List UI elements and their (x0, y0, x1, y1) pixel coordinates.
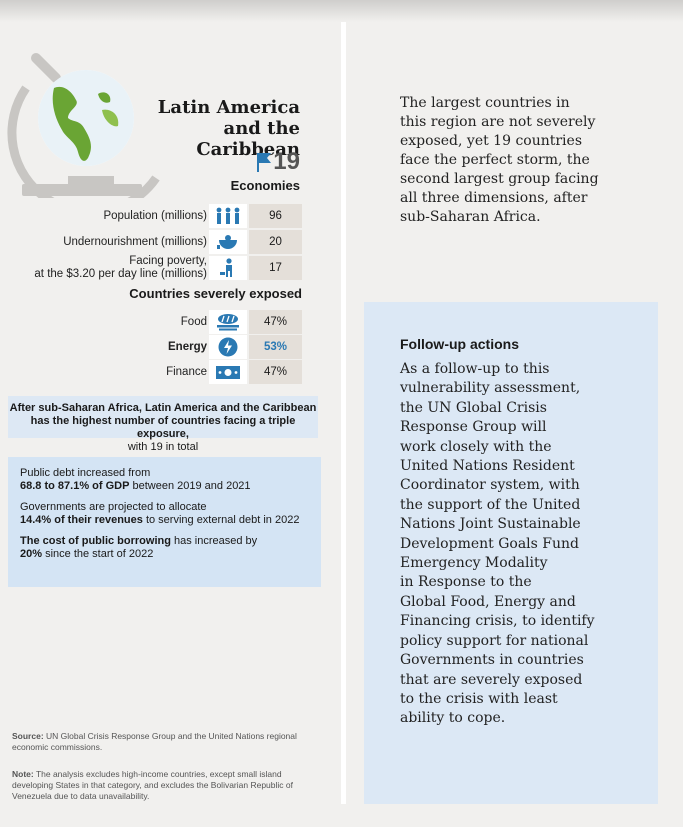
stat-row-undernourishment: Undernourishment (millions) 20 (8, 230, 302, 254)
debt-point-3: The cost of public borrowing has increas… (20, 535, 258, 560)
stat-value: 20 (249, 230, 302, 254)
debt-point-1: Public debt increased from 68.8 to 87.1%… (20, 467, 251, 492)
top-shadow (0, 0, 683, 22)
region-title-line2: and the Caribbean (196, 118, 300, 160)
exposed-row-energy: Energy 53% (8, 335, 302, 359)
globe-illustration (7, 53, 160, 198)
follow-up-title: Follow-up actions (400, 336, 519, 352)
follow-up-panel: Follow-up actions As a follow-up to this… (364, 302, 658, 804)
stat-row-poverty: Facing poverty, at the $3.20 per day lin… (8, 255, 302, 280)
exposed-section-title: Countries severely exposed (129, 286, 302, 301)
exclusion-note: Note: The analysis excludes high-income … (12, 769, 293, 801)
exposed-label: Finance (166, 365, 207, 378)
source-note: Source: UN Global Crisis Response Group … (12, 731, 297, 752)
stat-label: Undernourishment (millions) (63, 235, 207, 248)
lightning-icon (209, 335, 247, 359)
exposed-label: Food (180, 315, 207, 328)
stat-value: 96 (249, 204, 302, 228)
callout-line3: with 19 in total (127, 441, 199, 453)
exposed-row-food: Food 47% (8, 310, 302, 334)
exposed-value: 47% (249, 310, 302, 334)
triple-exposure-callout: After sub-Saharan Africa, Latin America … (8, 396, 318, 453)
exposed-row-finance: Finance 47% (8, 360, 302, 384)
callout-line1: After sub-Saharan Africa, Latin America … (9, 402, 317, 414)
debt-panel: Public debt increased from 68.8 to 87.1%… (8, 457, 321, 587)
economies-count: 19 (273, 148, 300, 175)
stat-row-population: Population (millions) 96 (8, 204, 302, 228)
stat-value: 17 (249, 256, 302, 280)
intro-paragraph: The largest countries in this region are… (400, 95, 599, 225)
debt-point-2: Governments are projected to allocate 14… (20, 501, 300, 526)
stat-label: Population (millions) (103, 209, 207, 222)
stat-label: Facing poverty, at the $3.20 per day lin… (34, 255, 207, 280)
region-title: Latin America and the Caribbean (120, 97, 300, 160)
callout-line2: has the highest number of countries faci… (30, 415, 296, 440)
bread-icon (209, 310, 247, 334)
exposed-value: 53% (249, 335, 302, 359)
region-title-line1: Latin America (157, 97, 300, 118)
exposed-value: 47% (249, 360, 302, 384)
poverty-icon (209, 256, 247, 280)
bowl-icon (209, 230, 247, 254)
column-divider (341, 22, 346, 804)
follow-up-body: As a follow-up to this vulnerability ass… (400, 361, 595, 727)
exposed-label: Energy (168, 340, 207, 353)
people-icon (209, 204, 247, 228)
economies-label: Economies (230, 178, 300, 193)
cash-icon (209, 360, 247, 384)
flag-icon (257, 153, 271, 172)
